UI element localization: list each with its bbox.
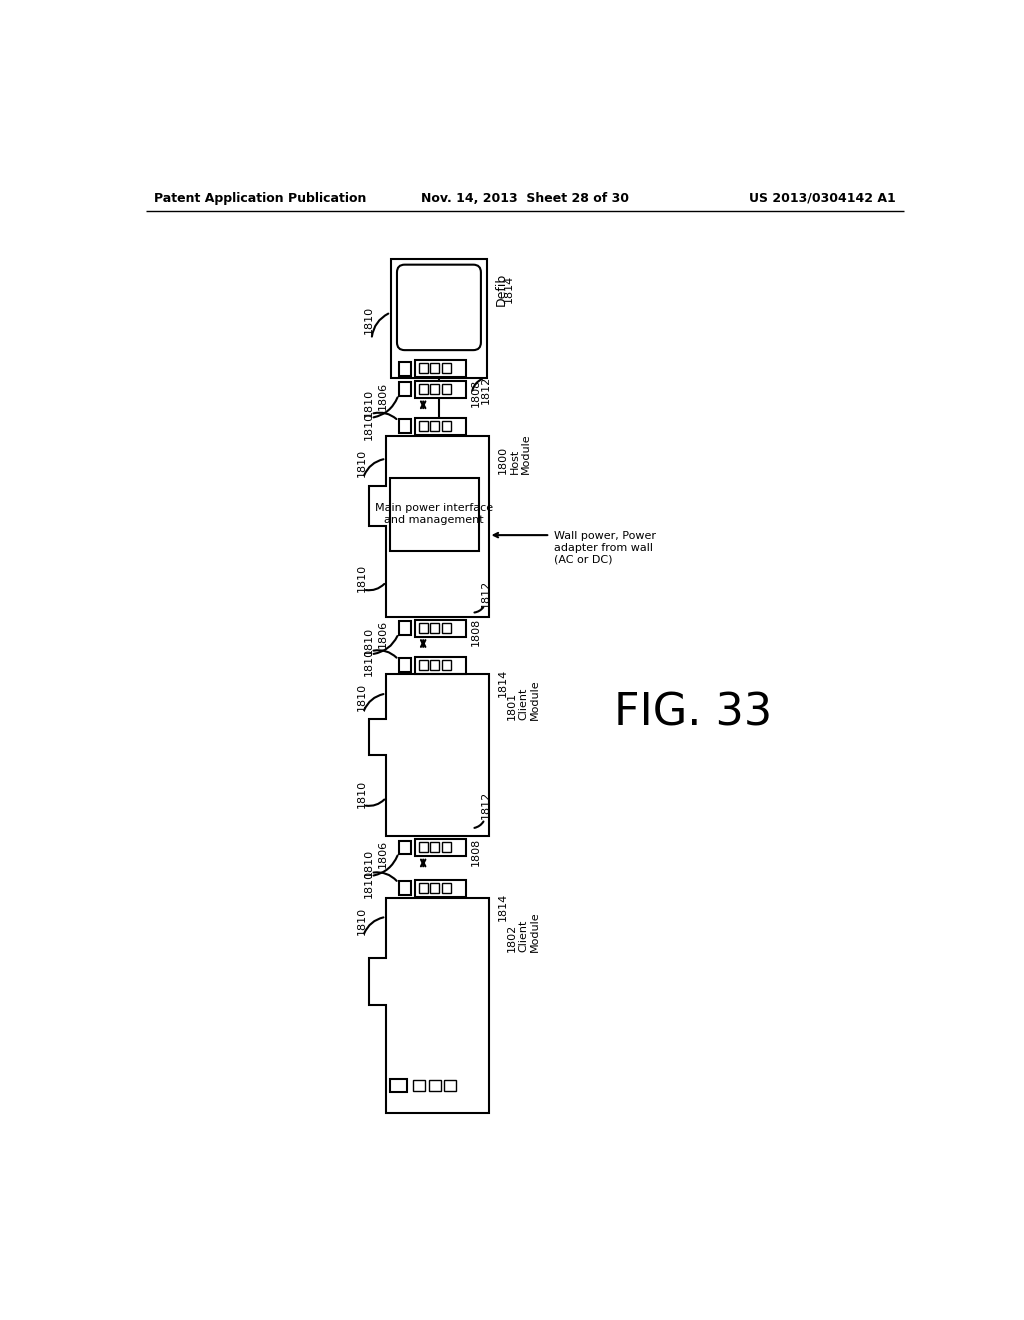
Bar <box>441 384 451 395</box>
Text: 1802
Client
Module: 1802 Client Module <box>507 911 541 952</box>
Bar <box>430 883 439 892</box>
Bar <box>430 660 439 669</box>
Text: 1806: 1806 <box>378 620 388 648</box>
Text: Nov. 14, 2013  Sheet 28 of 30: Nov. 14, 2013 Sheet 28 of 30 <box>421 191 629 205</box>
Bar <box>390 1078 407 1093</box>
Text: 1810: 1810 <box>365 388 374 417</box>
Bar <box>419 623 428 632</box>
Text: Defib: Defib <box>495 273 508 306</box>
Bar <box>398 383 411 396</box>
Bar <box>419 660 428 669</box>
Bar <box>429 1080 441 1090</box>
Bar <box>430 421 439 430</box>
Bar <box>419 421 428 430</box>
Text: 1810: 1810 <box>356 449 367 477</box>
Bar <box>416 656 466 673</box>
Bar <box>441 363 451 374</box>
Text: 1812: 1812 <box>481 791 492 820</box>
Text: 1810: 1810 <box>365 412 374 440</box>
Text: Main power interface
and management: Main power interface and management <box>375 503 493 525</box>
Bar <box>398 362 411 376</box>
Bar <box>441 842 451 853</box>
Bar <box>391 259 487 378</box>
Text: US 2013/0304142 A1: US 2013/0304142 A1 <box>750 191 896 205</box>
Bar <box>441 623 451 632</box>
Text: 1810: 1810 <box>365 306 374 334</box>
Text: 1810: 1810 <box>356 684 367 711</box>
Bar <box>398 622 411 635</box>
Bar <box>430 623 439 632</box>
Text: FIG. 33: FIG. 33 <box>613 692 772 734</box>
Bar <box>416 381 466 397</box>
Text: 1801
Client
Module: 1801 Client Module <box>507 680 541 721</box>
Bar <box>444 1080 457 1090</box>
Bar <box>441 421 451 430</box>
Text: 1810: 1810 <box>356 780 367 808</box>
Bar <box>419 363 428 374</box>
Bar <box>441 883 451 892</box>
Bar <box>441 660 451 669</box>
Text: 1806: 1806 <box>378 381 388 409</box>
Bar <box>398 420 411 433</box>
Bar <box>390 478 478 552</box>
Bar <box>416 360 466 378</box>
Text: Patent Application Publication: Patent Application Publication <box>154 191 366 205</box>
Text: 1810: 1810 <box>365 648 374 676</box>
Bar <box>416 840 466 857</box>
Bar <box>416 418 466 434</box>
Text: 1808: 1808 <box>470 618 480 645</box>
Text: 1810: 1810 <box>365 870 374 898</box>
Text: 1812: 1812 <box>481 375 492 404</box>
Bar <box>430 363 439 374</box>
Text: 1808: 1808 <box>470 837 480 866</box>
Bar <box>419 842 428 853</box>
Bar <box>430 384 439 395</box>
Text: 1812: 1812 <box>481 579 492 607</box>
Text: 1814: 1814 <box>504 275 514 304</box>
Text: 1810: 1810 <box>365 849 374 876</box>
Bar <box>419 384 428 395</box>
Bar <box>430 842 439 853</box>
Text: 1806: 1806 <box>378 840 388 867</box>
Bar <box>419 883 428 892</box>
Text: Wall power, Power
adapter from wall
(AC or DC): Wall power, Power adapter from wall (AC … <box>554 531 656 565</box>
Text: 1800
Host
Module: 1800 Host Module <box>498 433 531 474</box>
Text: 1810: 1810 <box>356 564 367 593</box>
Text: 1808: 1808 <box>470 379 480 408</box>
Text: 1814: 1814 <box>498 892 508 921</box>
Bar <box>398 841 411 854</box>
Bar <box>416 619 466 636</box>
Bar <box>398 659 411 672</box>
Text: 1810: 1810 <box>356 907 367 935</box>
Bar <box>416 880 466 896</box>
Text: 1810: 1810 <box>365 627 374 655</box>
Bar <box>413 1080 425 1090</box>
Bar <box>398 882 411 895</box>
Text: 1814: 1814 <box>498 669 508 697</box>
